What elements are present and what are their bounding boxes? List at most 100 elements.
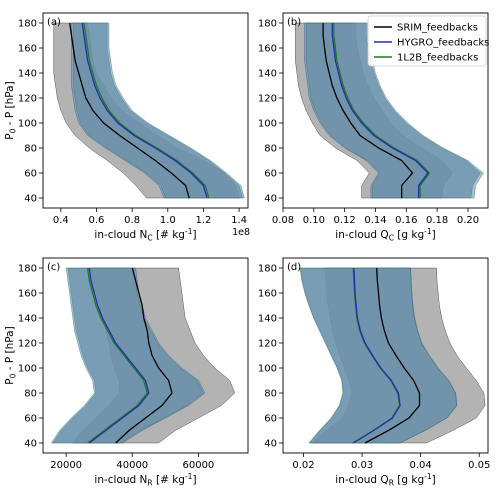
x-axis-label-main: in-cloud N: [94, 229, 147, 241]
x-axis-label: in-cloud NC [# kg-1]: [94, 227, 196, 243]
x-axis-label-end: ]: [192, 474, 196, 486]
x-axis-label: in-cloud NR [# kg-1]: [94, 472, 196, 488]
legend-box: [367, 15, 487, 67]
srim-mean-line: [69, 22, 190, 199]
x-tick-label: 0.14: [364, 215, 386, 226]
x-tick-label: 1.2: [195, 215, 211, 226]
srim-mean-line: [115, 267, 173, 444]
x-axis-multiplier: 1e8: [232, 227, 250, 238]
x-tick-label: 60000: [182, 460, 214, 471]
x-tick-label: 0.8: [124, 215, 140, 226]
y-axis-label-main: P: [4, 378, 16, 384]
x-axis-label-unit: [# kg: [153, 474, 185, 486]
x-axis-label-end: ]: [432, 229, 436, 241]
l2b-spread-band: [299, 267, 457, 444]
x-tick-label: 0.20: [457, 215, 479, 226]
legend: SRIM_feedbacks HYGRO_feedbacks 1L2B_feedba…: [367, 15, 489, 67]
y-tick-label: 120: [258, 339, 277, 350]
y-axis-label-sub: 0: [9, 373, 18, 378]
srim-legend-label: SRIM_feedbacks: [397, 23, 478, 34]
l2b-mean-line: [83, 22, 210, 199]
x-axis-label-unit: [# kg: [153, 229, 185, 241]
x-axis-label-sub: C: [147, 234, 152, 243]
hygro-mean-line: [81, 22, 208, 199]
x-axis-label-sub: R: [389, 479, 394, 488]
x-tick-label: 0.05: [468, 460, 490, 471]
y-axis-label-rest: - P [hPa]: [4, 326, 16, 373]
panel-c: 20000 40000 60000 40 60 80 100 120 140 160 180 (c) i…: [4, 257, 249, 488]
x-tick-label: 0.03: [351, 460, 373, 471]
x-tick-label: 1.0: [160, 215, 176, 226]
hygro-mean-line: [88, 267, 150, 444]
y-tick-label: 80: [264, 144, 277, 155]
x-axis-label-unit: [g kg: [394, 229, 424, 241]
x-axis-label-sub: R: [147, 479, 152, 488]
panel-label: (d): [287, 262, 301, 273]
y-tick-label: 40: [24, 439, 37, 450]
x-tick-label: 0.6: [89, 215, 105, 226]
y-tick-label: 60: [24, 169, 37, 180]
x-axis-label-sub: C: [389, 234, 394, 243]
axes-frame: [282, 257, 489, 454]
l2b-spread-band: [305, 22, 484, 199]
l2b-mean-line: [86, 267, 148, 444]
y-tick-label: 80: [264, 389, 277, 400]
y-tick-label: 60: [264, 169, 277, 180]
y-tick-label: 140: [18, 314, 37, 325]
y-tick-label: 160: [258, 289, 277, 300]
x-axis-label-main: in-cloud Q: [335, 229, 388, 241]
x-tick-label: 0.4: [53, 215, 69, 226]
hygro-mean-line: [352, 267, 401, 444]
panel-a: 0.4 0.6 0.8 1.0 1.2 1.4 40 60 80 100 120 140 160 180 (…: [4, 12, 250, 243]
y-tick-label: 180: [258, 264, 277, 275]
y-tick-label: 160: [18, 44, 37, 55]
y-tick-label: 100: [18, 364, 37, 375]
axes-frame: [42, 12, 249, 209]
x-tick-label: 0.02: [292, 460, 314, 471]
y-tick-label: 180: [18, 19, 37, 30]
panel-label: (c): [47, 262, 60, 273]
srim-mean-line: [322, 23, 414, 198]
hygro-legend-label: HYGRO_feedbacks: [397, 38, 489, 49]
l2b-legend-label: 1L2B_feedbacks: [397, 53, 478, 64]
y-tick-label: 180: [18, 264, 37, 275]
x-tick-label: 1.4: [231, 215, 247, 226]
x-axis-label-main: in-cloud Q: [335, 474, 388, 486]
panel-label: (b): [287, 17, 301, 28]
axes-frame: [42, 257, 249, 454]
y-tick-label: 180: [258, 19, 277, 30]
x-tick-label: 20000: [50, 460, 82, 471]
y-axis-label-main: P: [4, 133, 16, 139]
y-tick-label: 140: [258, 69, 277, 80]
y-tick-label: 120: [18, 94, 37, 105]
axes-frame: [282, 12, 489, 209]
x-axis-label-sup: -1: [424, 472, 432, 481]
y-tick-label: 80: [24, 144, 37, 155]
panel-b: 0.08 0.10 0.12 0.14 0.16 0.18 0.20 40 60 80 100 120…: [258, 12, 489, 243]
srim-mean-line: [364, 267, 421, 444]
x-tick-label: 0.12: [334, 215, 356, 226]
hygro-mean-line: [331, 23, 429, 198]
panel-label: (a): [47, 17, 61, 28]
x-tick-label: 0.18: [426, 215, 448, 226]
x-tick-label: 0.10: [303, 215, 325, 226]
x-axis-label-unit: [g kg: [394, 474, 424, 486]
y-tick-label: 160: [18, 289, 37, 300]
x-axis-label: in-cloud QC [g kg-1]: [335, 227, 435, 243]
y-tick-label: 100: [18, 119, 37, 130]
y-axis-label-sub: 0: [9, 128, 18, 133]
y-tick-label: 120: [258, 94, 277, 105]
y-tick-label: 140: [258, 314, 277, 325]
y-tick-label: 100: [258, 364, 277, 375]
x-axis-label-sup: -1: [185, 472, 193, 481]
l2b-mean-line: [333, 23, 431, 198]
l2b-spread-band: [50, 267, 204, 444]
y-tick-label: 120: [18, 339, 37, 350]
x-axis-label-sup: -1: [185, 227, 193, 236]
l2b-spread-band: [73, 22, 245, 199]
x-tick-label: 40000: [116, 460, 148, 471]
y-axis-label: P0 - P [hPa]: [4, 326, 18, 384]
y-tick-label: 60: [264, 414, 277, 425]
x-axis-label-end: ]: [192, 229, 196, 241]
